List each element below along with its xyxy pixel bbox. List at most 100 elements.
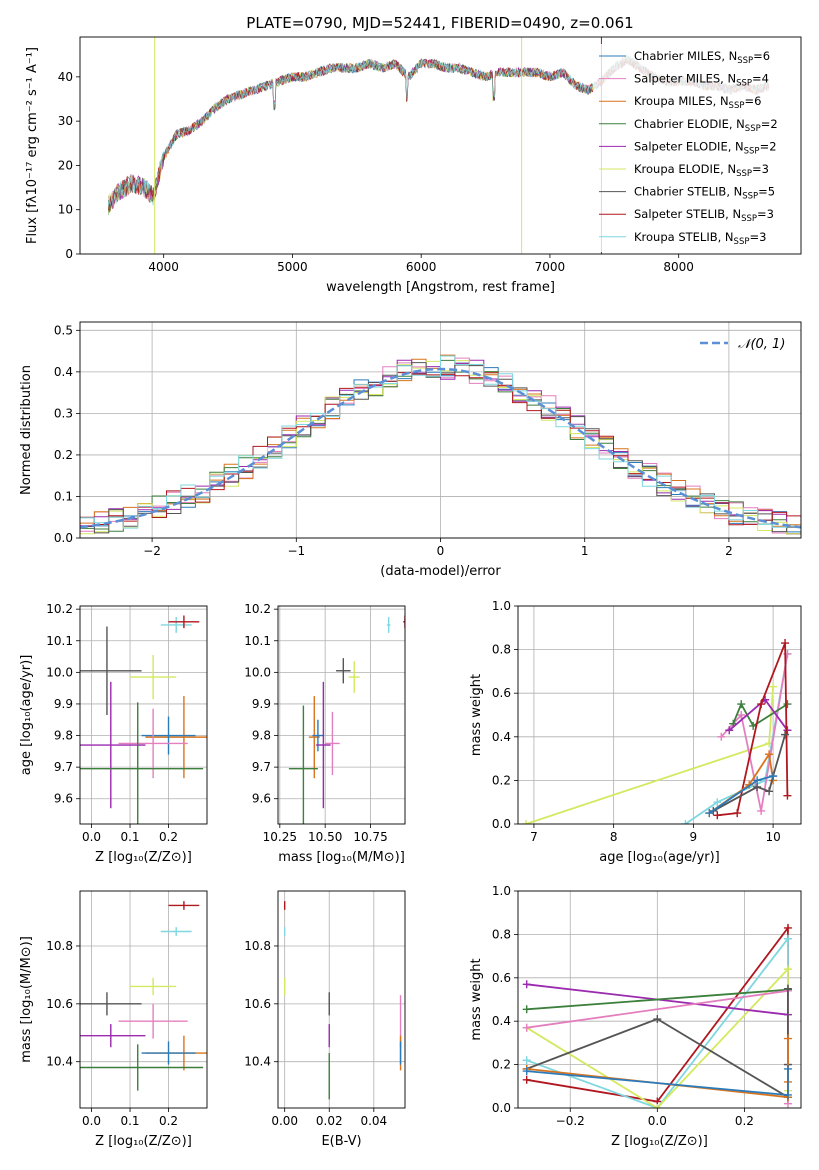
x-tick-label: 0.02 — [316, 1114, 343, 1128]
x-tick-label: 7000 — [535, 260, 566, 274]
x-tick-label: 0.2 — [159, 1114, 178, 1128]
y-tick-label: 0.0 — [492, 1101, 511, 1115]
weight-marker — [783, 1034, 792, 1043]
y-tick-label: 9.7 — [54, 760, 73, 774]
errorbars — [283, 901, 402, 1100]
weight-marker — [522, 1067, 531, 1076]
y-tick-label: 10.1 — [46, 634, 73, 648]
legend-label: Salpeter ELODIE, NSSP=2 — [634, 139, 777, 156]
weight-marker — [783, 1064, 792, 1073]
x-tick-label: 9 — [690, 830, 698, 844]
y-tick-label: 0.3 — [54, 406, 73, 420]
weight-marker — [522, 1005, 531, 1014]
plot-frame — [277, 605, 406, 825]
x-tick-label: 7 — [530, 830, 538, 844]
errorbar-point — [118, 1003, 188, 1039]
spectrum-panel: 4000 5000 6000 7000 8000 0 10 20 30 40 wavelength … — [25, 36, 802, 295]
y-tick-label: 0.4 — [54, 365, 73, 379]
y-tick-label: 9.8 — [54, 729, 73, 743]
y-tick-label: 20 — [58, 158, 73, 172]
y-tick-label: 1.0 — [492, 599, 511, 613]
errorbar-point — [168, 615, 200, 629]
y-tick-label: 40 — [58, 70, 73, 84]
y-tick-label: 10.2 — [244, 602, 271, 616]
y-tick-label: 10.6 — [244, 997, 271, 1011]
legend-label: Salpeter STELIB, NSSP=3 — [634, 207, 774, 224]
weight-marker — [757, 806, 766, 815]
weight-marker — [522, 980, 531, 989]
x-tick-label: −0.2 — [556, 1114, 585, 1128]
errorbar-point — [312, 719, 324, 752]
y-tick-label: 9.8 — [252, 729, 271, 743]
plot-frame — [79, 605, 208, 825]
weight-marker — [765, 787, 774, 796]
weight-marker — [653, 1015, 662, 1024]
weight-marker — [783, 700, 792, 709]
y-tick-label: 9.6 — [252, 792, 271, 806]
y-tick-label: 9.7 — [252, 760, 271, 774]
weight-marker — [753, 776, 762, 785]
weight-marker — [725, 726, 734, 735]
errorbar-point — [145, 696, 207, 779]
errorbar-point — [141, 716, 196, 755]
weight-lines — [521, 639, 792, 824]
figure-title: PLATE=0790, MJD=52441, FIBERID=0490, z=0… — [246, 14, 633, 32]
x-tick-label: 1 — [581, 544, 589, 558]
x-tick-label: 10.75 — [353, 830, 387, 844]
weight-marker — [733, 809, 742, 818]
y-tick-label: 0.5 — [54, 323, 73, 337]
plot-frame — [517, 890, 802, 1109]
weight-marker — [737, 711, 746, 719]
histogram-kroupa-stelib — [80, 355, 801, 532]
legend-label: Kroupa ELODIE, NSSP=3 — [634, 162, 769, 179]
legend-label: Chabrier STELIB, NSSP=5 — [634, 185, 775, 202]
weight-marker — [765, 750, 774, 759]
weight-marker — [781, 730, 790, 739]
y-axis-label: Normed distribution — [19, 365, 34, 495]
x-tick-label: 0.0 — [82, 830, 101, 844]
y-axis-label: mass weight — [469, 958, 484, 1040]
weight-line-salpeter-miles — [720, 653, 789, 812]
histograms — [80, 354, 801, 535]
legend-label: Salpeter MILES, NSSP=4 — [634, 72, 769, 89]
plot-frame — [79, 321, 802, 539]
weight-marker — [681, 820, 690, 824]
weight-marker — [783, 923, 792, 932]
x-tick-label: 0.2 — [735, 1114, 754, 1128]
y-tick-label: 0.4 — [492, 730, 511, 744]
errorbar-point — [141, 1041, 196, 1065]
weight-vs-age-panel: 7 8 9 10 0.0 0.2 0.4 0.6 0.8 1.0 age [log₁₀(age/yr… — [469, 599, 802, 865]
x-tick-label: 0.1 — [120, 830, 139, 844]
legend-label: 𝒩(0, 1) — [738, 337, 785, 352]
y-tick-label: 0.6 — [492, 686, 511, 700]
errorbar-point — [80, 702, 204, 824]
x-tick-label: 0.0 — [82, 1114, 101, 1128]
errorbar-point — [130, 654, 177, 700]
x-axis-label: wavelength [Angstrom, rest frame] — [326, 280, 555, 295]
legend-label: Kroupa MILES, NSSP=6 — [634, 94, 761, 111]
x-tick-label: 2 — [725, 544, 733, 558]
y-tick-label: 0.0 — [54, 531, 73, 545]
y-tick-label: 0.0 — [492, 817, 511, 831]
errorbar-point — [403, 615, 405, 629]
plot-frame — [79, 36, 802, 255]
x-tick-label: −1 — [287, 544, 305, 558]
x-tick-label: −2 — [143, 544, 161, 558]
y-tick-label: 0.8 — [492, 927, 511, 941]
x-tick-label: 0.2 — [159, 830, 178, 844]
errorbar-point — [80, 626, 142, 715]
y-tick-label: 0.4 — [492, 1014, 511, 1028]
x-tick-label: 6000 — [406, 260, 437, 274]
weight-marker — [783, 1090, 792, 1099]
x-axis-label: mass [log₁₀(M/M⊙)] — [278, 850, 405, 865]
y-tick-label: 0.2 — [492, 1058, 511, 1072]
weight-line-kroupa-elodie — [525, 686, 774, 824]
y-tick-label: 0.2 — [492, 773, 511, 787]
errorbar-point — [130, 977, 177, 996]
weight-marker — [522, 1023, 531, 1032]
legend: 𝒩(0, 1) — [700, 337, 785, 352]
legend-box — [593, 44, 789, 252]
weight-marker — [737, 700, 746, 709]
errorbar-point — [336, 658, 351, 684]
y-tick-label: 0.1 — [54, 489, 73, 503]
